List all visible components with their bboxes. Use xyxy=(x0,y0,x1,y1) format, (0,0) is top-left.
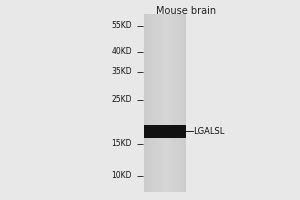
Text: 10KD: 10KD xyxy=(112,171,132,180)
Bar xyxy=(148,14,150,192)
Bar xyxy=(152,14,154,192)
Text: 55KD: 55KD xyxy=(111,21,132,30)
Bar xyxy=(150,14,152,192)
Text: Mouse brain: Mouse brain xyxy=(156,6,216,16)
Text: 40KD: 40KD xyxy=(111,47,132,56)
Bar xyxy=(180,14,182,192)
Bar xyxy=(184,14,186,192)
Bar xyxy=(159,14,161,192)
Text: 15KD: 15KD xyxy=(112,140,132,148)
Bar xyxy=(171,14,173,192)
Bar xyxy=(167,14,169,192)
Bar xyxy=(157,14,159,192)
Bar xyxy=(163,14,165,192)
Bar xyxy=(176,14,178,192)
Bar xyxy=(169,14,171,192)
Bar xyxy=(165,14,167,192)
Text: LGALSL: LGALSL xyxy=(194,127,225,136)
Bar xyxy=(146,14,148,192)
Bar xyxy=(161,14,163,192)
Bar xyxy=(154,14,157,192)
Text: 35KD: 35KD xyxy=(111,68,132,76)
Bar xyxy=(144,124,186,138)
Bar xyxy=(173,14,175,192)
Text: 25KD: 25KD xyxy=(112,96,132,104)
Bar xyxy=(182,14,184,192)
Bar xyxy=(178,14,180,192)
Bar xyxy=(144,14,186,192)
Bar xyxy=(144,14,146,192)
